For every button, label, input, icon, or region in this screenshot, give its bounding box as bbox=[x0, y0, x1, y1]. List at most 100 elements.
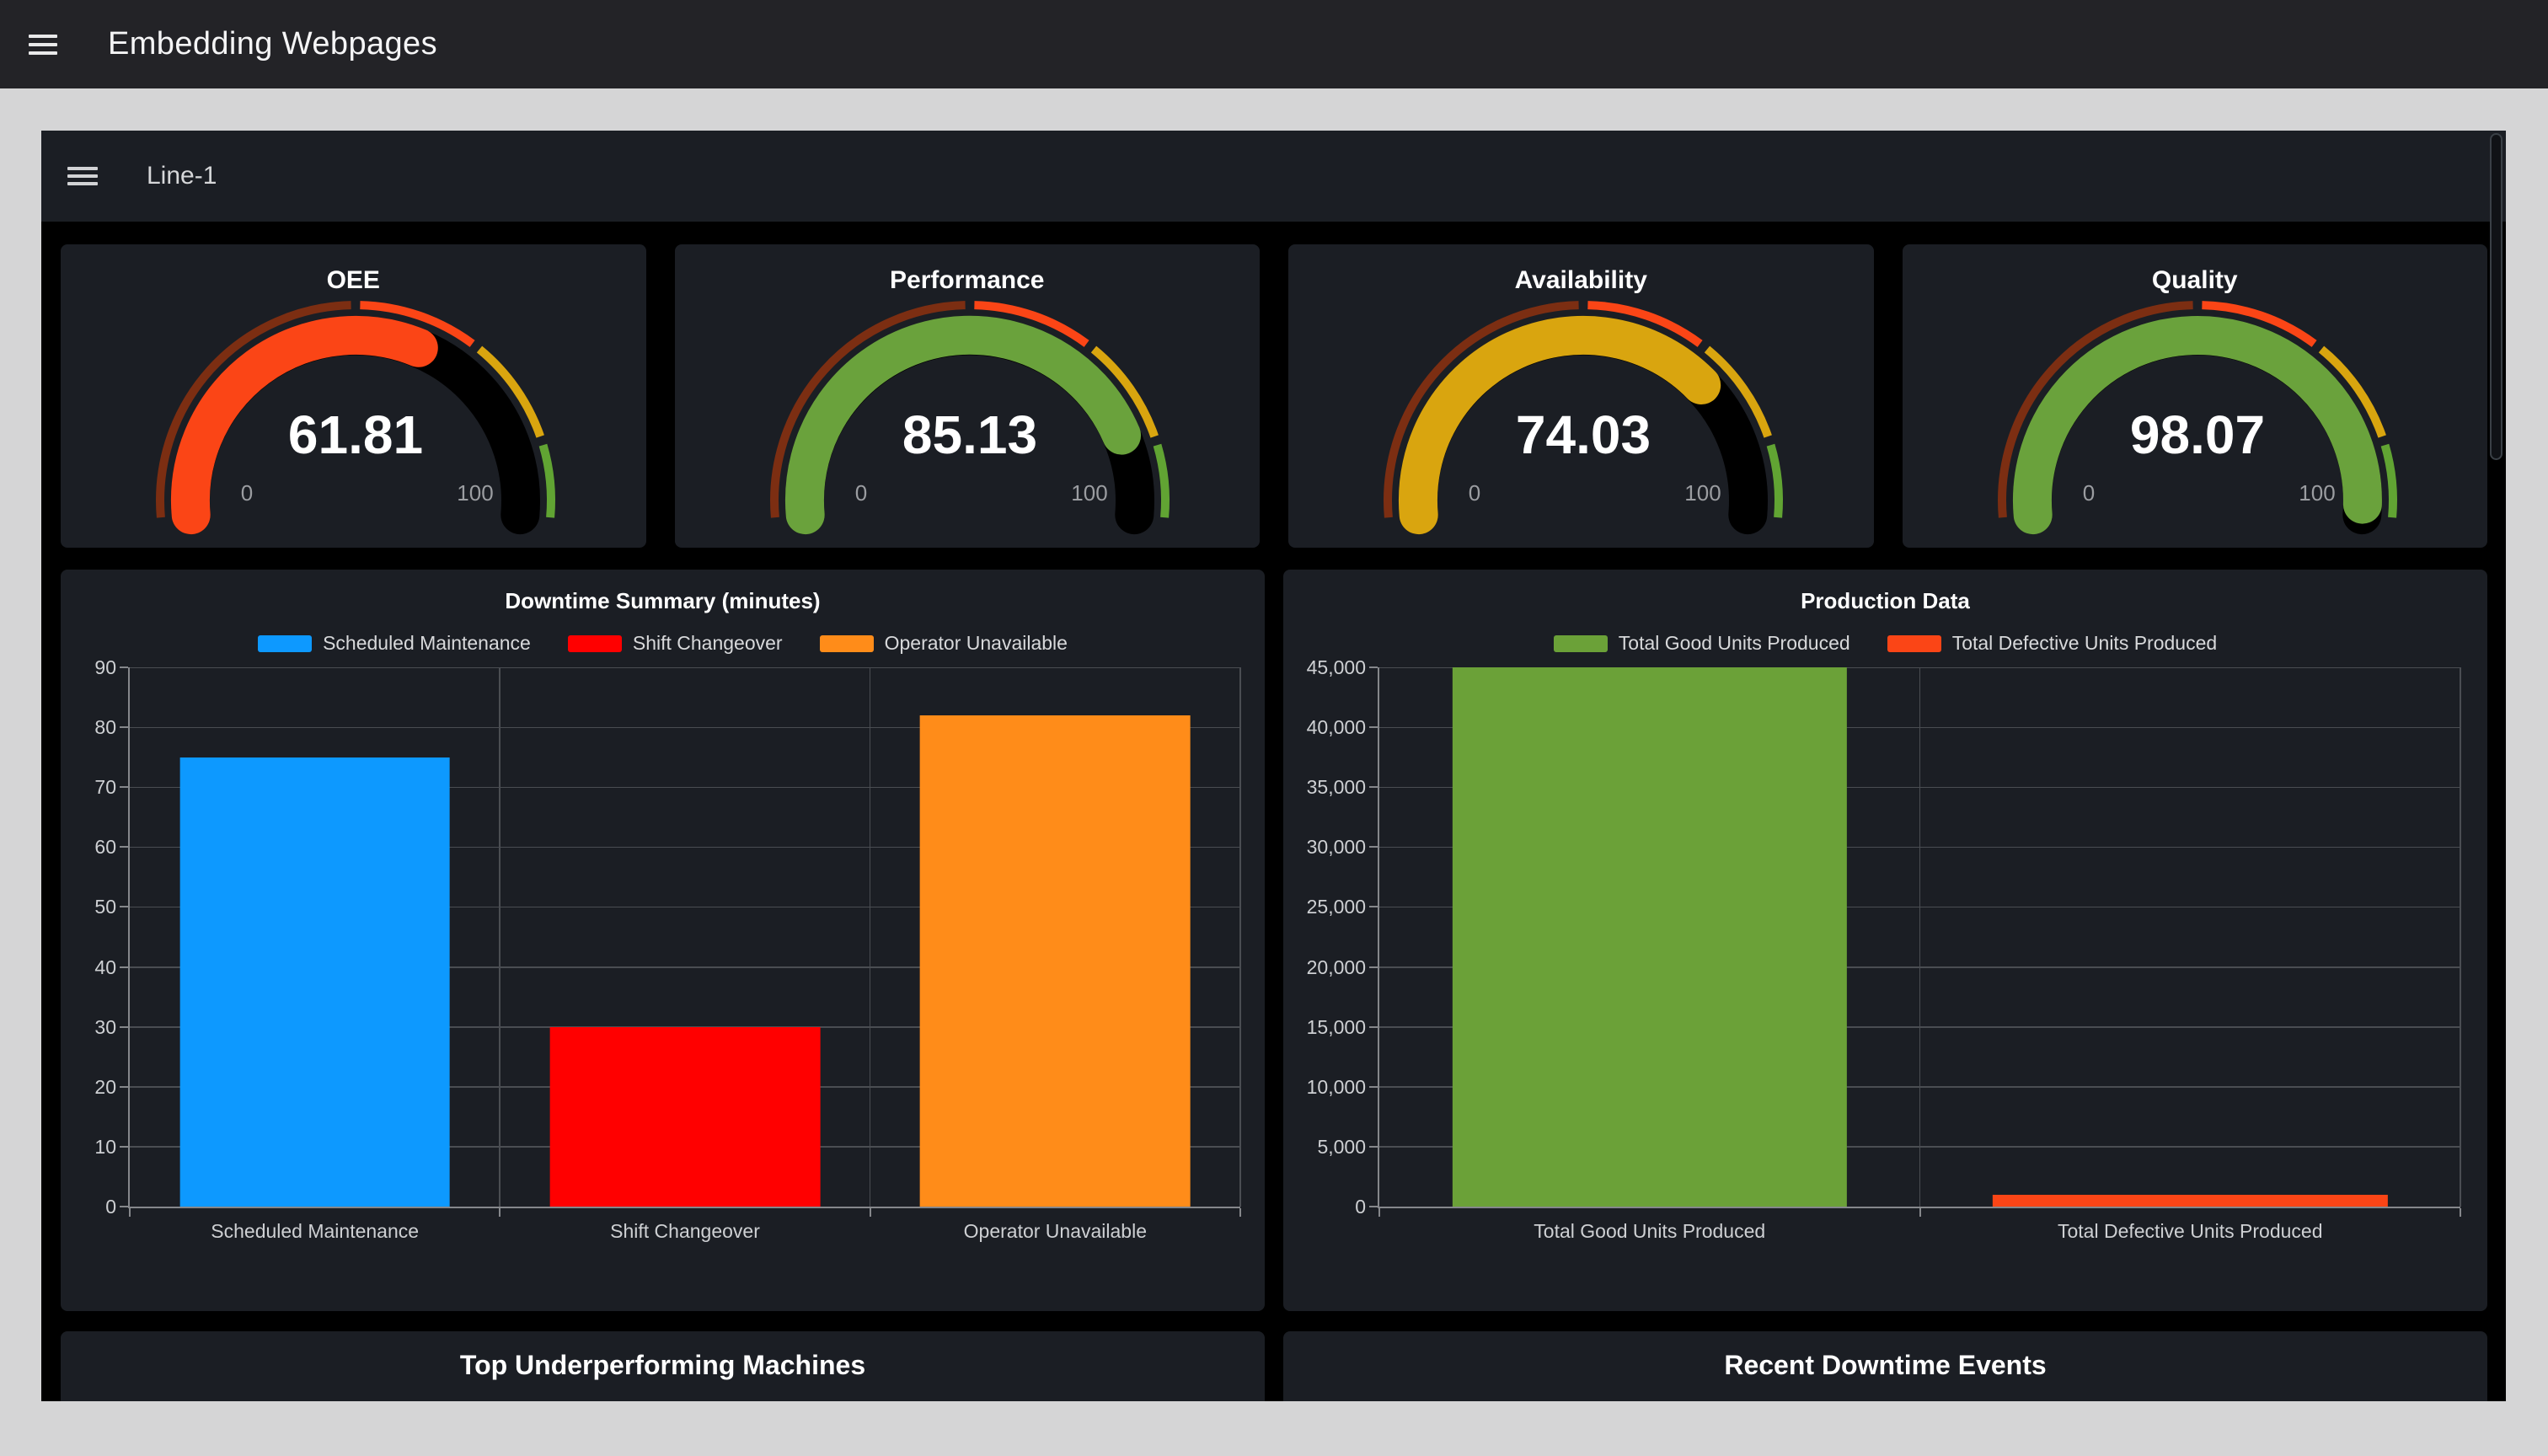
gauge-value: 98.07 bbox=[2129, 404, 2264, 465]
gauge-panel-oee: OEE 61.81 0 100 bbox=[61, 244, 646, 548]
y-axis-tick bbox=[120, 726, 128, 729]
gauge-value: 61.81 bbox=[288, 404, 423, 465]
y-axis-label: 60 bbox=[94, 836, 116, 859]
x-axis-tick bbox=[1919, 1208, 1921, 1217]
gauge-panel-title: Availability bbox=[1514, 266, 1647, 294]
x-axis-tick bbox=[869, 1208, 871, 1217]
bar-chart-downtime-summary: 0 10 20 30 40 50 60 70 80 90 Scheduled Maintenance… bbox=[94, 657, 1241, 1242]
bar-scheduled-maintenance bbox=[179, 757, 451, 1207]
legend-item[interactable]: Total Good Units Produced bbox=[1553, 632, 1850, 655]
y-axis-label: 20 bbox=[94, 1075, 116, 1098]
legend-label: Shift Changeover bbox=[632, 632, 783, 654]
bar-shift-changeover bbox=[549, 1026, 821, 1207]
y-axis-tick bbox=[120, 666, 128, 668]
legend-swatch bbox=[1553, 634, 1608, 652]
dashboard-menu-icon[interactable] bbox=[67, 167, 98, 185]
gridline-v bbox=[869, 667, 871, 1207]
legend-item[interactable]: Operator Unavailable bbox=[819, 632, 1068, 655]
chart-title: Downtime Summary (minutes) bbox=[505, 588, 821, 613]
gauge-availability: 74.03 0 100 bbox=[1288, 275, 1874, 553]
x-axis-tick bbox=[1378, 1208, 1380, 1217]
bar-total-defective-units-produced bbox=[1993, 1194, 2388, 1207]
gridline-v bbox=[2460, 667, 2461, 1207]
legend-swatch bbox=[567, 634, 622, 652]
y-axis-tick bbox=[1369, 906, 1378, 908]
gridline-h bbox=[130, 786, 1240, 789]
gauge-performance: 85.13 0 100 bbox=[675, 275, 1261, 553]
legend-item[interactable]: Scheduled Maintenance bbox=[258, 632, 531, 655]
gridline-h bbox=[130, 966, 1240, 968]
gauge-min-label: 0 bbox=[1469, 480, 1480, 506]
y-axis-tick bbox=[120, 966, 128, 968]
y-axis-label: 45,000 bbox=[1306, 656, 1366, 678]
gauge-panel-title: Performance bbox=[890, 266, 1045, 294]
y-axis-tick bbox=[1369, 846, 1378, 848]
gauge-min-label: 0 bbox=[2082, 480, 2094, 506]
legend-label: Total Defective Units Produced bbox=[1951, 632, 2218, 654]
gauge-value: 85.13 bbox=[902, 404, 1036, 465]
gauge-panel-performance: Performance 85.13 0 100 bbox=[674, 244, 1260, 548]
y-axis-label: 10 bbox=[94, 1135, 116, 1158]
y-axis-tick bbox=[120, 1025, 128, 1028]
embedded-dashboard: Line-1 OEE 61.81 0 100 Performance 85.13 0 1… bbox=[41, 131, 2506, 1401]
y-axis-tick bbox=[120, 1145, 128, 1148]
gauge-max-label: 100 bbox=[1071, 480, 1107, 506]
gauge-max-label: 100 bbox=[457, 480, 493, 506]
y-axis-label: 40 bbox=[94, 956, 116, 978]
x-axis-tick bbox=[2460, 1208, 2461, 1217]
x-axis-label: Total Defective Units Produced bbox=[2058, 1220, 2323, 1242]
gridline-h bbox=[130, 906, 1240, 908]
legend-swatch bbox=[1887, 634, 1941, 652]
gridline-v bbox=[499, 667, 500, 1207]
gauge-max-label: 100 bbox=[1684, 480, 1721, 506]
gridline-h bbox=[130, 666, 1240, 668]
legend-item[interactable]: Total Defective Units Produced bbox=[1887, 632, 2218, 655]
y-axis-label: 30,000 bbox=[1306, 836, 1366, 859]
app-menu-icon[interactable] bbox=[29, 34, 57, 55]
bottom-row: Top Underperforming Machines Recent Down… bbox=[61, 1331, 2487, 1401]
app-top-bar: Embedding Webpages bbox=[0, 0, 2548, 88]
y-axis-tick bbox=[1369, 1085, 1378, 1088]
bar-operator-unavailable bbox=[919, 715, 1191, 1207]
gridline-h bbox=[130, 726, 1240, 729]
bar-total-good-units-produced bbox=[1452, 667, 1847, 1207]
y-axis-tick bbox=[1369, 786, 1378, 789]
app-title: Embedding Webpages bbox=[108, 26, 437, 62]
x-axis-label: Total Good Units Produced bbox=[1534, 1220, 1766, 1242]
y-axis-label: 20,000 bbox=[1306, 956, 1366, 978]
panel-title: Recent Downtime Events bbox=[1724, 1350, 2047, 1380]
dashboard-scrollbar-thumb[interactable] bbox=[2490, 133, 2502, 460]
gauge-panel-title: OEE bbox=[326, 266, 380, 294]
dashboard-header: Line-1 bbox=[41, 131, 2506, 222]
dashboard-title: Line-1 bbox=[147, 162, 217, 190]
x-axis-tick bbox=[129, 1208, 131, 1217]
y-axis-tick bbox=[1369, 1145, 1378, 1148]
chart-legend: Scheduled Maintenance Shift Changeover Ope… bbox=[61, 632, 1265, 655]
gauge-value: 74.03 bbox=[1516, 404, 1651, 465]
gauge-max-label: 100 bbox=[2299, 480, 2335, 506]
x-axis-label: Operator Unavailable bbox=[963, 1220, 1147, 1242]
y-axis-tick bbox=[1369, 726, 1378, 729]
y-axis-label: 80 bbox=[94, 716, 116, 739]
y-axis-label: 30 bbox=[94, 1015, 116, 1038]
chart-panel-downtime-summary: Downtime Summary (minutes) Scheduled Mai… bbox=[61, 570, 1265, 1311]
y-axis-tick bbox=[1369, 966, 1378, 968]
gauge-min-label: 0 bbox=[241, 480, 253, 506]
chart-panel-production-data: Production Data Total Good Units Produce… bbox=[1283, 570, 2487, 1311]
chart-row: Downtime Summary (minutes) Scheduled Mai… bbox=[61, 570, 2487, 1311]
gauge-panel-quality: Quality 98.07 0 100 bbox=[1902, 244, 2487, 548]
legend-label: Operator Unavailable bbox=[884, 632, 1068, 654]
y-axis-tick bbox=[1369, 666, 1378, 668]
y-axis-label: 25,000 bbox=[1306, 896, 1366, 918]
x-axis-tick bbox=[499, 1208, 501, 1217]
legend-item[interactable]: Shift Changeover bbox=[567, 632, 783, 655]
panel-top-underperforming-machines: Top Underperforming Machines bbox=[61, 1331, 1265, 1401]
y-axis-tick bbox=[120, 906, 128, 908]
y-axis-label: 0 bbox=[105, 1196, 116, 1218]
panel-title: Top Underperforming Machines bbox=[459, 1350, 866, 1380]
gridline-v bbox=[1239, 667, 1241, 1207]
y-axis-tick bbox=[120, 1206, 128, 1207]
y-axis-label: 15,000 bbox=[1306, 1015, 1366, 1038]
chart-legend: Total Good Units Produced Total Defective… bbox=[1283, 632, 2487, 655]
legend-swatch bbox=[819, 634, 874, 652]
